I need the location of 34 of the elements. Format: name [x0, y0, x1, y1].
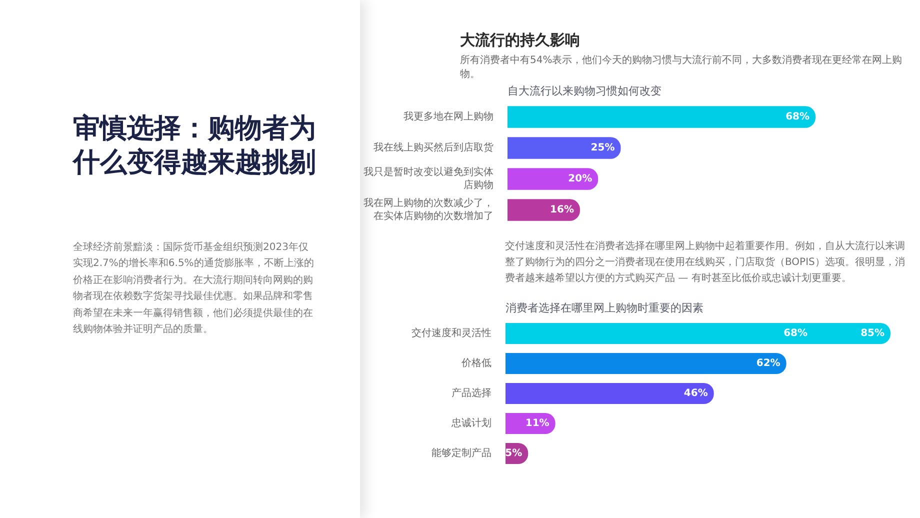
text: 全球经济前景黯淡：国际货币基金组织预测2023年仅实现2.7%的增长率和6.5%的通货膨胀率，不断上涨的价格正在影响消费者行为。在大流行期间转向网购的购物者现在依赖数字货架寻找最佳优惠。如果品牌和零售商希望在未来一年赢得销售额，他们必须提供最佳的在线购物体验并证明产品的质量。 [73, 240, 315, 337]
y-tick-label: 交付速度和灵活性 [412, 327, 492, 339]
y-tick-label: 我在网上购物的次数减少了，在实体店购物的次数增加了 [364, 196, 494, 222]
bar [506, 323, 890, 344]
chart-title: 消费者选择在哪里网上购物时重要的因素 [506, 302, 704, 314]
data-label: 46% [684, 388, 708, 399]
chart-title: 自大流行以来购物习惯如何改变 [508, 84, 662, 98]
data-label: 16% [550, 204, 574, 216]
y-tick-label: 价格低 [460, 357, 492, 369]
bar [506, 383, 714, 404]
bar [508, 168, 598, 190]
bar [506, 353, 786, 374]
text: 所有消费者中有54%表示，他们今天的购物习惯与大流行前不同，大多数消费者现在更经常在网上购物。 [460, 54, 904, 82]
data-label: 11% [525, 418, 550, 429]
text: 交付速度和灵活性在消费者选择在哪里网上购物中起着重要作用。例如，自从大流行以来调整了购物行为的四分之一消费者现在使用在线购买，门店取货（BOPIS）选项。很明显，消费者越来越希望以方便的方式购买产品 — 有时甚至比低价或忠诚计划更重要。 [505, 240, 906, 286]
y-tick-label: 我只是暂时改变以避免到实体店购物 [364, 166, 494, 192]
y-tick-label: 忠诚计划 [450, 417, 492, 429]
data-label: 68% [786, 112, 810, 122]
annotation: 68% [784, 328, 808, 339]
bar [508, 199, 580, 221]
text: 审慎选择：购物者为什么变得越来越挑剔 [73, 112, 317, 180]
data-label: 25% [590, 142, 615, 154]
bar [508, 106, 816, 128]
data-label: 5% [505, 448, 522, 459]
y-tick-label: 能够定制产品 [432, 447, 492, 459]
y-tick-label: 我在线上购买然后到店取货 [374, 142, 494, 154]
bar [508, 137, 621, 159]
y-tick-label: 我更多地在网上购物 [404, 110, 494, 122]
text: 大流行的持久影响 [460, 30, 581, 51]
data-label: 85% [860, 328, 884, 339]
y-tick-label: 产品选择 [452, 387, 492, 399]
bar [506, 413, 556, 434]
data-label: 62% [756, 358, 780, 369]
data-label: 20% [568, 174, 592, 184]
